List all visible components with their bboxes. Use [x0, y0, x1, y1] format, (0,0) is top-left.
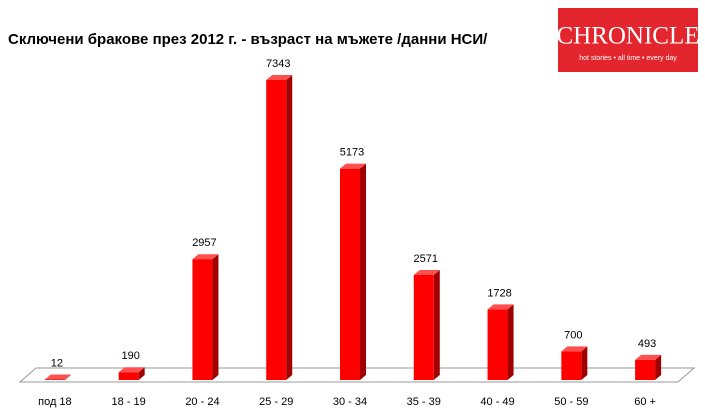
bar [266, 80, 287, 380]
bar [192, 259, 213, 380]
x-tick-label: 60 + [634, 396, 656, 408]
chart-title: Сключени бракове през 2012 г. - възраст … [8, 31, 488, 48]
x-tick-label: 35 - 39 [407, 396, 441, 408]
x-tick-label: 40 - 49 [480, 396, 514, 408]
data-label: 493 [638, 338, 656, 350]
data-label: 190 [121, 350, 139, 362]
bar-side [286, 75, 293, 380]
x-tick-label: 18 - 19 [112, 396, 146, 408]
bar [487, 309, 508, 380]
data-label: 5173 [340, 147, 364, 159]
x-tick-label: 50 - 59 [554, 396, 588, 408]
bar [561, 351, 582, 380]
bar-top [487, 304, 514, 310]
data-label: 2571 [414, 253, 438, 265]
logo: CHRONICLE hot stories • all time • every… [556, 8, 700, 72]
data-label: 7343 [266, 58, 290, 70]
bar-top [44, 374, 71, 380]
logo-tagline: hot stories • all time • every day [579, 55, 677, 62]
bar [635, 359, 656, 380]
bar-top [118, 367, 145, 373]
data-label: 700 [564, 329, 582, 341]
bar-side [433, 269, 440, 380]
bar-top [266, 75, 293, 80]
bar-top [635, 354, 662, 360]
bar-side [64, 374, 71, 380]
bar-side [360, 163, 366, 380]
bar-top [561, 346, 588, 352]
data-label: 12 [51, 357, 63, 369]
data-label: 1728 [487, 287, 511, 299]
bar-side [212, 254, 219, 380]
x-tick-label: 30 - 34 [333, 396, 367, 408]
data-label: 2957 [192, 237, 216, 249]
bar-top [340, 163, 366, 169]
bar [340, 168, 360, 380]
bar-side [507, 304, 514, 380]
bar-top [192, 254, 219, 260]
x-tick-label: 20 - 24 [185, 396, 219, 408]
bar [413, 274, 434, 380]
bar-side [581, 346, 588, 380]
logo-box [558, 8, 698, 72]
bar-top [413, 269, 440, 275]
logo-name: CHRONICLE [556, 23, 699, 50]
bar [118, 372, 139, 380]
bar-side [655, 354, 662, 380]
x-tick-label: 25 - 29 [259, 396, 293, 408]
bar-side [138, 367, 145, 380]
x-tick-label: под 18 [38, 396, 72, 408]
